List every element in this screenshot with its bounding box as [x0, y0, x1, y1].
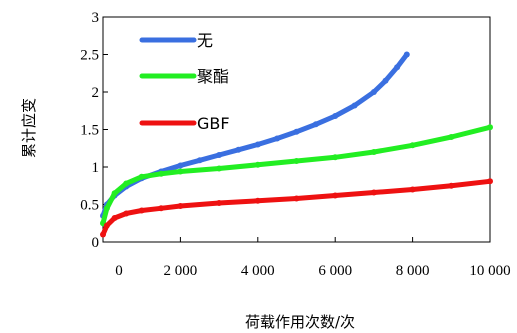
data-point [332, 113, 339, 119]
data-point [254, 161, 261, 168]
data-point [351, 102, 358, 109]
series-layer [100, 51, 493, 238]
data-point [216, 165, 223, 172]
x-tick-label: 2 000 [164, 263, 198, 279]
data-point [177, 162, 184, 169]
y-tick-label: 0 [92, 235, 100, 251]
data-point [293, 195, 300, 202]
data-point [100, 231, 106, 238]
data-point [158, 170, 165, 177]
data-point [487, 178, 493, 185]
data-point [235, 146, 242, 153]
series-3 [100, 178, 493, 238]
data-point [487, 124, 493, 131]
data-point [111, 190, 118, 197]
x-tick-label: 8 000 [396, 263, 430, 279]
y-tick-label: 0.5 [80, 198, 99, 214]
legend-item: 聚酯 [139, 67, 229, 86]
data-point [254, 141, 261, 148]
data-point [409, 186, 416, 193]
data-point [448, 182, 455, 189]
data-point [332, 154, 339, 161]
data-point [448, 134, 455, 140]
x-ticks: 0 2 000 4 000 6 000 8 000 10 000 [102, 237, 511, 279]
y-tick-label: 1.5 [80, 123, 99, 139]
x-tick-label: 4 000 [241, 263, 275, 279]
data-point [138, 173, 145, 180]
y-tick-label: 2.5 [80, 48, 99, 64]
data-point [312, 121, 319, 128]
data-point [254, 197, 261, 204]
legend-item: 无 [139, 31, 213, 50]
data-point [409, 142, 416, 149]
data-point [293, 158, 300, 164]
data-point [216, 152, 223, 158]
data-point [382, 77, 389, 84]
data-point [274, 135, 281, 142]
data-point [216, 200, 223, 206]
data-point [123, 180, 130, 187]
series-2 [100, 124, 493, 227]
x-tick-label: 0 [115, 263, 123, 279]
y-tick-label: 3 [92, 10, 100, 26]
x-axis-label: 荷载作用次数/次 [245, 313, 355, 331]
data-point [394, 64, 401, 71]
legend: 无聚酯 GBF [139, 31, 230, 133]
data-point [123, 210, 130, 217]
data-point [370, 189, 377, 196]
data-point [103, 205, 110, 212]
data-point [138, 207, 145, 214]
x-tick-label: 6 000 [318, 263, 352, 279]
data-point [111, 215, 118, 221]
legend-label: GBF [197, 114, 230, 133]
y-axis-label: 累计应变 [20, 98, 38, 158]
y-ticks: 0 0.5 1 1.5 2 2.5 3 [80, 10, 108, 251]
y-tick-label: 2 [92, 85, 100, 101]
y-tick-label: 1 [92, 160, 100, 176]
data-point [370, 149, 377, 155]
data-point [370, 89, 377, 95]
legend-label: 无 [197, 31, 213, 50]
data-point [332, 192, 339, 199]
data-point [403, 51, 410, 58]
legend-item: GBF [139, 114, 230, 133]
data-point [293, 128, 300, 135]
data-point [177, 203, 184, 209]
data-point [177, 168, 184, 175]
data-point [196, 157, 203, 164]
x-tick-label: 10 000 [469, 263, 510, 279]
data-point [103, 222, 110, 229]
data-point [158, 205, 165, 212]
legend-label: 聚酯 [197, 67, 229, 86]
